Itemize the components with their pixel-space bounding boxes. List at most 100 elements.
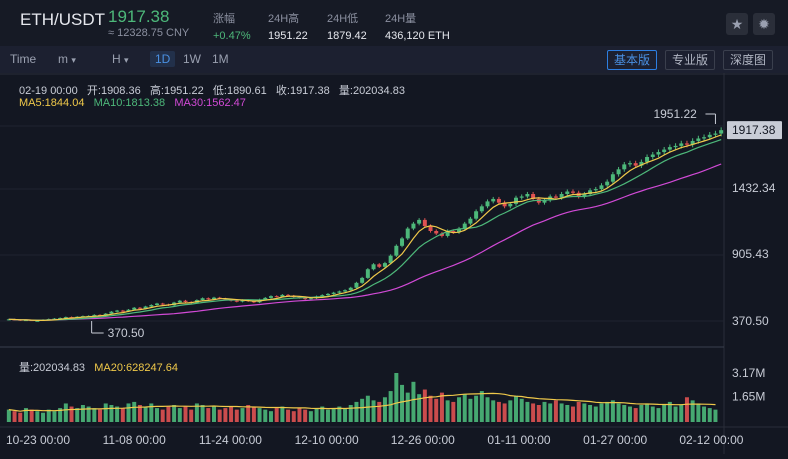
volume-bar <box>143 406 148 422</box>
candle-body <box>23 320 28 322</box>
volume-bar <box>314 408 319 422</box>
candle-body <box>422 219 427 227</box>
volume-bar <box>149 403 154 422</box>
volume-bar <box>286 409 291 422</box>
candle-body <box>325 293 330 296</box>
price-tick-label: 905.43 <box>732 247 769 261</box>
volume-bar <box>565 404 570 422</box>
volume-bar <box>388 391 393 422</box>
volume-bar <box>673 406 678 422</box>
candle-body <box>650 154 655 157</box>
candle-body <box>559 193 564 198</box>
volume-bar <box>502 403 507 422</box>
candle-body <box>673 145 678 148</box>
minute-selector[interactable]: m ▾ <box>58 52 76 66</box>
volume-bar <box>474 395 479 422</box>
pro-view-button[interactable]: 专业版 <box>665 50 716 70</box>
candle-body <box>502 202 507 207</box>
candle-body <box>115 310 120 312</box>
volume-bar <box>713 409 718 422</box>
interval-1m-button[interactable]: 1M <box>212 52 229 66</box>
volume-bar <box>394 373 399 422</box>
volume-bar <box>12 411 17 422</box>
volume-bar <box>576 401 581 422</box>
volume-bar <box>702 406 707 422</box>
volume-bar <box>428 395 433 422</box>
candle-body <box>702 137 707 139</box>
interval-1w-button[interactable]: 1W <box>183 52 201 66</box>
volume-bar <box>593 406 598 422</box>
candle-body <box>707 134 712 138</box>
volume-bar <box>217 409 222 422</box>
interval-1d-button[interactable]: 1D <box>150 51 176 67</box>
candle-body <box>200 298 205 301</box>
candle-body <box>63 317 68 319</box>
star-icon[interactable]: ★ <box>726 13 748 35</box>
candle-body <box>377 264 382 267</box>
time-tick-label: 01-11 00:00 <box>487 433 550 447</box>
hour-selector[interactable]: H ▾ <box>112 52 129 66</box>
candle-body <box>35 320 40 322</box>
candle-body <box>411 223 416 229</box>
volume-bar <box>639 404 644 422</box>
candle-body <box>588 190 593 194</box>
settings-gear-icon[interactable]: ✹ <box>753 13 775 35</box>
time-button[interactable]: Time <box>10 52 37 66</box>
volume-bar <box>679 404 684 422</box>
candle-body <box>451 231 456 233</box>
chart-area[interactable]: 1917.38 1432.34 905.43 370.50 3.17M 1.65M 1951… <box>0 73 788 454</box>
volume-bar <box>189 409 194 422</box>
volume-bar <box>206 408 211 422</box>
volume-bar <box>519 398 524 422</box>
kline-svg[interactable]: 1917.38 1432.34 905.43 370.50 3.17M 1.65M 1951… <box>0 73 788 454</box>
volume-bar <box>240 408 245 422</box>
candle-body <box>639 161 644 166</box>
current-price-tag <box>727 121 782 140</box>
volume-bar <box>52 411 57 422</box>
volume-label: 24H量 <box>385 13 417 25</box>
volume-bar <box>303 409 308 422</box>
pair-symbol[interactable]: ETH/USDT <box>20 10 105 29</box>
volume-bar <box>542 401 547 422</box>
candle-body <box>514 197 519 204</box>
candle-body <box>303 297 308 300</box>
max-price-marker: 1951.22 <box>653 107 697 121</box>
time-tick-label: 12-10 00:00 <box>295 433 359 447</box>
ohlc-volume: 量:202034.83 <box>338 85 405 97</box>
volume-bar <box>257 408 262 422</box>
candle-body <box>137 307 142 309</box>
candle-body <box>468 218 473 224</box>
candle-body <box>690 140 695 145</box>
chevron-down-icon: ▾ <box>124 55 129 65</box>
candle-body <box>274 296 279 298</box>
candle-body <box>439 233 444 236</box>
price-tick-label: 1432.34 <box>732 181 776 195</box>
volume-bar <box>166 406 171 422</box>
candle-body <box>263 297 268 300</box>
candle-body <box>382 263 387 267</box>
candle-body <box>343 290 348 292</box>
candle-body <box>605 181 610 186</box>
cny-price: ≈ 12328.75 CNY <box>108 27 190 39</box>
volume-bar <box>690 400 695 422</box>
candle-body <box>183 300 188 302</box>
volume-bar <box>485 397 490 422</box>
volume-bar <box>605 401 610 422</box>
basic-view-button[interactable]: 基本版 <box>607 50 658 70</box>
candle-body <box>565 191 570 194</box>
depth-chart-button[interactable]: 深度图 <box>723 50 774 70</box>
candle-body <box>553 196 558 198</box>
volume-bar <box>98 409 103 422</box>
volume-stat: 24H量 436,120 ETH <box>385 10 450 42</box>
volume-bar <box>337 406 342 422</box>
volume-bar <box>308 411 313 422</box>
candle-body <box>109 311 114 314</box>
high-value: 1951.22 <box>268 30 308 42</box>
volume-bar <box>63 403 68 422</box>
hour-label: H <box>112 52 121 66</box>
candle-body <box>206 298 211 300</box>
volume-bar <box>246 404 251 422</box>
high-label: 24H高 <box>268 13 300 25</box>
volume-bar <box>371 400 376 422</box>
ohlc-close: 收:1917.38 <box>275 85 330 97</box>
